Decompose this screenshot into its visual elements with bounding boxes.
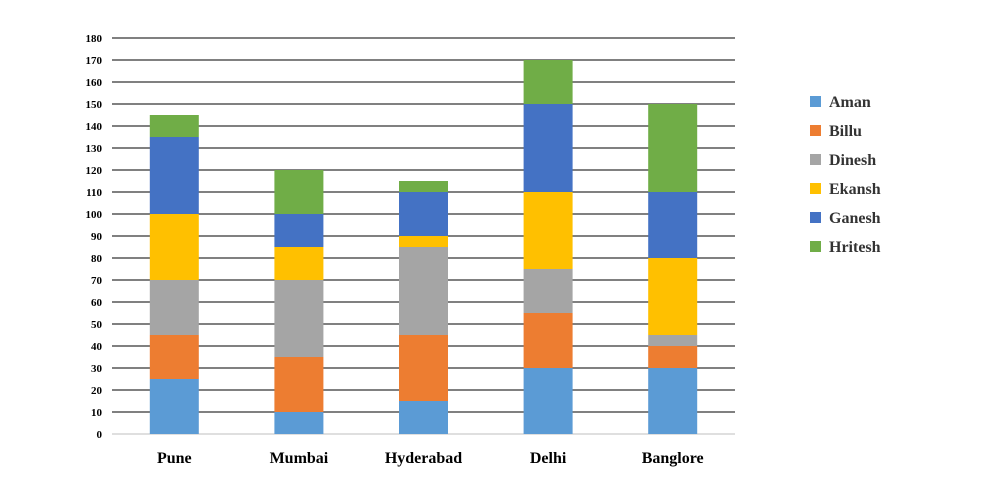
bar-segment-aman (523, 368, 573, 434)
bar-segment-ekansh (149, 214, 199, 280)
bar-segment-ganesh (274, 214, 324, 247)
bar-segment-ekansh (523, 192, 573, 269)
bar-segment-billu (648, 346, 698, 368)
bar-segment-billu (149, 335, 199, 379)
legend-swatch-ganesh (810, 212, 821, 223)
y-tick-label: 170 (86, 55, 103, 67)
x-axis: Pune Mumbai Hyderabad Delhi Banglore (157, 450, 704, 467)
legend-label-ganesh: Ganesh (829, 210, 881, 227)
y-tick-label: 110 (86, 187, 102, 199)
legend-label-dinesh: Dinesh (829, 152, 876, 169)
x-tick-label: Banglore (642, 450, 704, 467)
bar-segment-billu (399, 335, 448, 401)
y-tick-label: 40 (91, 341, 103, 353)
y-tick-label: 0 (97, 429, 103, 441)
bar-stack-banglore (648, 104, 698, 434)
legend-swatch-aman (810, 96, 821, 107)
bar-segment-dinesh (274, 280, 324, 357)
x-tick-label: Pune (157, 450, 192, 467)
y-tick-label: 20 (91, 385, 103, 397)
bar-segment-ekansh (399, 236, 448, 247)
bar-segment-ekansh (274, 247, 324, 280)
bar-segment-aman (274, 412, 324, 434)
y-axis: 0 10 20 30 40 50 60 70 80 90 100 110 120 130 140 150 160… (86, 33, 103, 441)
y-tick-label: 80 (91, 253, 103, 265)
bar-segment-ganesh (648, 192, 698, 258)
bar-segment-ganesh (149, 137, 199, 214)
legend-swatch-billu (810, 125, 821, 136)
bar-stack-hyderabad (399, 181, 448, 434)
gridlines (112, 37, 735, 435)
x-tick-label: Delhi (530, 450, 567, 467)
x-tick-label: Mumbai (270, 450, 329, 467)
y-tick-label: 90 (91, 231, 103, 243)
bar-segment-aman (648, 368, 698, 434)
bars (149, 60, 698, 434)
bar-segment-ganesh (399, 192, 448, 236)
y-tick-label: 100 (86, 209, 103, 221)
bar-segment-hritesh (523, 60, 573, 104)
bar-segment-hritesh (274, 170, 324, 214)
bar-stack-pune (149, 115, 199, 434)
legend-label-billu: Billu (829, 123, 862, 140)
bar-segment-hritesh (648, 104, 698, 192)
bar-segment-hritesh (149, 115, 199, 137)
legend-label-aman: Aman (829, 94, 871, 111)
legend: Aman Billu Dinesh Ekansh Ganesh Hritesh (810, 94, 881, 256)
legend-label-hritesh: Hritesh (829, 239, 881, 256)
bar-segment-dinesh (648, 335, 698, 346)
legend-label-ekansh: Ekansh (829, 181, 881, 198)
y-tick-label: 180 (86, 33, 103, 45)
y-tick-label: 50 (91, 319, 103, 331)
y-tick-label: 130 (86, 143, 103, 155)
bar-stack-mumbai (274, 170, 324, 434)
y-tick-label: 150 (86, 99, 103, 111)
y-tick-label: 120 (86, 165, 103, 177)
legend-swatch-hritesh (810, 241, 821, 252)
bar-segment-billu (274, 357, 324, 412)
bar-segment-dinesh (399, 247, 448, 335)
bar-stack-delhi (523, 60, 573, 434)
y-tick-label: 60 (91, 297, 103, 309)
bar-segment-billu (523, 313, 573, 368)
x-tick-label: Hyderabad (385, 450, 462, 467)
bar-segment-dinesh (149, 280, 199, 335)
legend-swatch-ekansh (810, 183, 821, 194)
y-tick-label: 10 (91, 407, 103, 419)
bar-segment-aman (399, 401, 448, 434)
y-tick-label: 30 (91, 363, 103, 375)
bar-segment-hritesh (399, 181, 448, 192)
legend-swatch-dinesh (810, 154, 821, 165)
bar-segment-ganesh (523, 104, 573, 192)
bar-segment-ekansh (648, 258, 698, 335)
bar-segment-aman (149, 379, 199, 434)
bar-segment-dinesh (523, 269, 573, 313)
y-tick-label: 160 (86, 77, 103, 89)
y-tick-label: 140 (86, 121, 103, 133)
y-tick-label: 70 (91, 275, 103, 287)
